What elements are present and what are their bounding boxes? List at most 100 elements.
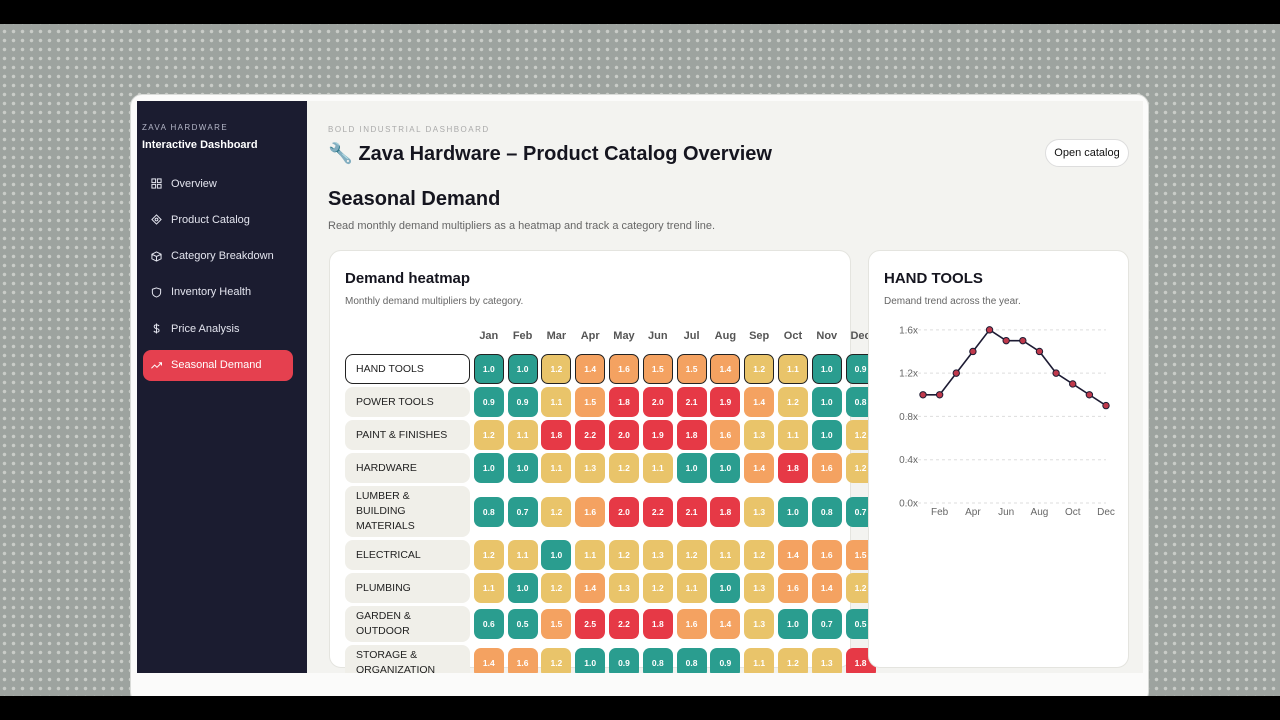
heat-cell[interactable]: 0.9 xyxy=(507,387,538,417)
heat-cell[interactable]: 1.8 xyxy=(608,387,639,417)
heat-cell[interactable]: 1.6 xyxy=(507,648,538,673)
heat-cell[interactable]: 1.6 xyxy=(777,573,808,603)
heat-cell[interactable]: 1.5 xyxy=(541,609,572,639)
row-label[interactable]: LUMBER & BUILDING MATERIALS xyxy=(345,486,470,537)
heat-cell[interactable]: 0.9 xyxy=(710,648,741,673)
heat-cell[interactable]: 1.0 xyxy=(811,354,842,384)
heat-cell[interactable]: 1.9 xyxy=(710,387,741,417)
heat-cell[interactable]: 1.2 xyxy=(541,496,572,527)
heat-cell[interactable]: 1.3 xyxy=(608,573,639,603)
nav-item[interactable]: Overview xyxy=(143,168,293,199)
heat-cell[interactable]: 1.2 xyxy=(744,354,775,384)
heat-cell[interactable]: 2.0 xyxy=(608,420,639,450)
heat-cell[interactable]: 1.8 xyxy=(777,453,808,483)
heat-cell[interactable]: 1.4 xyxy=(744,453,775,483)
heat-cell[interactable]: 1.5 xyxy=(642,354,673,384)
heat-cell[interactable]: 0.7 xyxy=(811,609,842,639)
row-label[interactable]: PAINT & FINISHES xyxy=(345,420,470,450)
heat-cell[interactable]: 1.2 xyxy=(608,453,639,483)
heat-cell[interactable]: 1.0 xyxy=(473,354,504,384)
row-label[interactable]: ELECTRICAL xyxy=(345,540,470,570)
heat-cell[interactable]: 1.3 xyxy=(811,648,842,673)
heat-cell[interactable]: 1.1 xyxy=(541,453,572,483)
heat-cell[interactable]: 1.5 xyxy=(676,354,707,384)
row-label[interactable]: GARDEN & OUTDOOR xyxy=(345,606,470,642)
heat-cell[interactable]: 1.1 xyxy=(507,420,538,450)
nav-item[interactable]: Category Breakdown xyxy=(143,241,293,272)
heat-cell[interactable]: 1.4 xyxy=(744,387,775,417)
heat-cell[interactable]: 2.1 xyxy=(676,496,707,527)
heat-cell[interactable]: 2.0 xyxy=(608,496,639,527)
heat-cell[interactable]: 1.0 xyxy=(811,387,842,417)
heat-cell[interactable]: 1.0 xyxy=(507,573,538,603)
heat-cell[interactable]: 1.2 xyxy=(642,573,673,603)
heat-cell[interactable]: 2.0 xyxy=(642,387,673,417)
nav-item[interactable]: Inventory Health xyxy=(143,277,293,308)
heat-cell[interactable]: 2.2 xyxy=(575,420,606,450)
heat-cell[interactable]: 1.1 xyxy=(777,420,808,450)
heat-cell[interactable]: 1.0 xyxy=(777,496,808,527)
heat-cell[interactable]: 1.4 xyxy=(710,609,741,639)
heat-cell[interactable]: 1.9 xyxy=(642,420,673,450)
heat-cell[interactable]: 1.4 xyxy=(473,648,504,673)
heat-cell[interactable]: 1.2 xyxy=(473,540,504,570)
heat-cell[interactable]: 1.0 xyxy=(575,648,606,673)
heat-cell[interactable]: 0.9 xyxy=(608,648,639,673)
heat-cell[interactable]: 0.5 xyxy=(507,609,538,639)
heat-cell[interactable]: 0.6 xyxy=(473,609,504,639)
heat-cell[interactable]: 1.8 xyxy=(710,496,741,527)
heat-cell[interactable]: 1.0 xyxy=(811,420,842,450)
heat-cell[interactable]: 0.8 xyxy=(473,496,504,527)
heat-cell[interactable]: 2.2 xyxy=(608,609,639,639)
heat-cell[interactable]: 1.5 xyxy=(575,387,606,417)
heat-cell[interactable]: 1.2 xyxy=(541,648,572,673)
heat-cell[interactable]: 1.1 xyxy=(777,354,808,384)
heat-cell[interactable]: 1.0 xyxy=(473,453,504,483)
heat-cell[interactable]: 1.3 xyxy=(575,453,606,483)
heat-cell[interactable]: 1.4 xyxy=(575,354,606,384)
heat-cell[interactable]: 1.2 xyxy=(608,540,639,570)
row-label[interactable]: HAND TOOLS xyxy=(345,354,470,384)
heat-cell[interactable]: 1.4 xyxy=(710,354,741,384)
heat-cell[interactable]: 1.6 xyxy=(811,540,842,570)
heat-cell[interactable]: 1.0 xyxy=(710,573,741,603)
heat-cell[interactable]: 1.0 xyxy=(541,540,572,570)
heat-cell[interactable]: 1.0 xyxy=(777,609,808,639)
heat-cell[interactable]: 1.2 xyxy=(676,540,707,570)
heat-cell[interactable]: 1.8 xyxy=(642,609,673,639)
heat-cell[interactable]: 1.3 xyxy=(744,573,775,603)
nav-item[interactable]: Product Catalog xyxy=(143,204,293,235)
heat-cell[interactable]: 2.5 xyxy=(575,609,606,639)
heat-cell[interactable]: 1.8 xyxy=(541,420,572,450)
heat-cell[interactable]: 1.1 xyxy=(541,387,572,417)
heat-cell[interactable]: 2.2 xyxy=(642,496,673,527)
heat-cell[interactable]: 0.7 xyxy=(507,496,538,527)
heat-cell[interactable]: 1.2 xyxy=(473,420,504,450)
heat-cell[interactable]: 1.1 xyxy=(744,648,775,673)
heat-cell[interactable]: 1.1 xyxy=(676,573,707,603)
heat-cell[interactable]: 1.1 xyxy=(473,573,504,603)
heat-cell[interactable]: 1.3 xyxy=(642,540,673,570)
open-catalog-button[interactable]: Open catalog xyxy=(1045,139,1129,167)
heat-cell[interactable]: 1.2 xyxy=(744,540,775,570)
heat-cell[interactable]: 1.0 xyxy=(676,453,707,483)
heat-cell[interactable]: 1.2 xyxy=(777,648,808,673)
heat-cell[interactable]: 1.1 xyxy=(575,540,606,570)
heat-cell[interactable]: 1.6 xyxy=(811,453,842,483)
heat-cell[interactable]: 1.6 xyxy=(575,496,606,527)
heat-cell[interactable]: 1.3 xyxy=(744,420,775,450)
nav-item[interactable]: Seasonal Demand xyxy=(143,349,293,381)
heat-cell[interactable]: 1.6 xyxy=(676,609,707,639)
row-label[interactable]: POWER TOOLS xyxy=(345,387,470,417)
heat-cell[interactable]: 1.0 xyxy=(507,453,538,483)
heat-cell[interactable]: 1.1 xyxy=(507,540,538,570)
heat-cell[interactable]: 1.1 xyxy=(642,453,673,483)
heat-cell[interactable]: 2.1 xyxy=(676,387,707,417)
heat-cell[interactable]: 0.9 xyxy=(473,387,504,417)
heat-cell[interactable]: 1.4 xyxy=(811,573,842,603)
heat-cell[interactable]: 1.1 xyxy=(710,540,741,570)
row-label[interactable]: PLUMBING xyxy=(345,573,470,603)
heat-cell[interactable]: 1.0 xyxy=(507,354,538,384)
heat-cell[interactable]: 1.0 xyxy=(710,453,741,483)
heat-cell[interactable]: 1.4 xyxy=(575,573,606,603)
